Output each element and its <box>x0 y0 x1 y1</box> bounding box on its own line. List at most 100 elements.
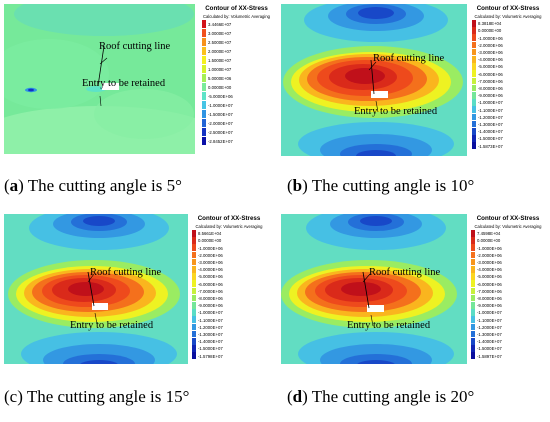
legend-level-label: -3.0000E+06 <box>198 259 223 265</box>
legend-level-label: -2.5000E+07 <box>208 130 233 135</box>
legend-swatch <box>472 77 476 85</box>
roof-label-d: Roof cutting line <box>369 267 441 278</box>
legend-level-label: 1.0000E+07 <box>208 67 232 72</box>
legend-swatch <box>202 47 206 56</box>
caption-text-c: The cutting angle is 15° <box>22 387 190 406</box>
legend-swatch <box>471 280 475 287</box>
legend-swatch <box>471 345 475 352</box>
legend-level-label: -8.0000E+06 <box>198 295 223 301</box>
legend-level-label: -1.5873E+07 <box>478 143 503 149</box>
caption-a: (a) The cutting angle is 5° <box>4 176 182 195</box>
legend-level-label: -1.0000E+07 <box>208 103 233 108</box>
legend-swatch <box>471 302 475 309</box>
legend-level-label: -1.4000E+07 <box>198 339 223 345</box>
legend-swatch <box>192 338 196 345</box>
legend-level-label: -2.0000E+07 <box>208 121 233 126</box>
contour-plot-d <box>281 214 467 364</box>
contour-plot-b <box>281 4 467 156</box>
legend-swatch <box>192 230 196 237</box>
legend-level-label: -1.0000E+07 <box>477 310 502 316</box>
legend-level-label: -2.0000E+06 <box>477 252 502 258</box>
legend-swatch <box>202 74 206 83</box>
legend-level-label: -1.1000E+07 <box>477 317 502 323</box>
legend-swatch <box>471 352 475 359</box>
legend-swatch <box>472 56 476 63</box>
legend-level-label: -7.0000E+06 <box>477 288 502 294</box>
legend-swatch <box>471 237 475 244</box>
caption-text-a: The cutting angle is 5° <box>23 176 182 195</box>
legend-swatch <box>192 266 196 273</box>
legend-swatch <box>472 34 476 41</box>
entry-label-a: Entry to be retained <box>82 78 166 89</box>
legend-level-label: -1.3000E+07 <box>477 331 502 337</box>
legend-title-c: Contour of XX-Stress <box>197 215 261 222</box>
legend-level-label: -5.0000E+06 <box>478 64 503 70</box>
legend-swatch <box>202 101 206 110</box>
caption-letter-c: c <box>9 387 18 406</box>
legend-subtitle-a: Calculated by: Volumetric Averaging <box>203 14 270 19</box>
legend-level-label: -6.0000E+06 <box>477 281 502 287</box>
legend-title-a: Contour of XX-Stress <box>205 5 268 12</box>
legend-swatch <box>472 135 476 142</box>
entry-label-c: Entry to be retained <box>70 320 154 331</box>
legend-swatch <box>472 92 476 99</box>
legend-level-label: 0.0000E+00 <box>198 238 222 244</box>
legend-level-label: -1.5000E+07 <box>208 112 233 117</box>
legend-swatch <box>192 237 196 244</box>
panel-a: Roof cutting line Entry to be retained C… <box>0 0 273 212</box>
legend-level-label: -1.3000E+07 <box>198 331 223 337</box>
legend-level-label: -1.5897E+07 <box>477 353 502 359</box>
legend-swatch <box>472 27 476 34</box>
legend-level-label: -9.0000E+06 <box>477 303 502 309</box>
legend-swatch <box>472 142 476 149</box>
legend-c: Contour of XX-Stress Calculated by: Volu… <box>190 214 268 366</box>
legend-level-label: 3.4466E+07 <box>208 22 232 27</box>
legend-level-label: -2.8452E+07 <box>208 139 233 144</box>
entry-rect-b <box>371 91 388 98</box>
legend-level-label: 8.5661E+04 <box>198 231 222 237</box>
legend-level-label: 3.0000E+07 <box>208 31 232 36</box>
legend-swatch <box>471 338 475 345</box>
legend-level-label: -1.5000E+07 <box>478 136 503 142</box>
legend-level-label: -1.2000E+07 <box>477 324 502 330</box>
legend-level-label: -1.2000E+07 <box>478 114 503 120</box>
legend-a: Contour of XX-Stress Calculated by: Volu… <box>200 4 273 154</box>
legend-swatch <box>202 38 206 47</box>
legend-swatch <box>472 128 476 135</box>
legend-level-label: -1.1000E+07 <box>478 107 503 113</box>
legend-swatch <box>472 99 476 106</box>
legend-swatch <box>472 63 476 70</box>
caption-letter-d: d <box>292 387 303 406</box>
legend-swatch <box>192 280 196 287</box>
legend-swatch <box>192 258 196 266</box>
legend-swatch <box>471 251 475 259</box>
legend-level-label: 8.3818E+04 <box>478 21 502 27</box>
roof-cutting-line-d <box>362 271 370 309</box>
legend-swatch <box>192 244 196 251</box>
caption-text-b: The cutting angle is 10° <box>307 176 475 195</box>
roof-label-b: Roof cutting line <box>373 53 445 64</box>
legend-swatch <box>192 294 196 302</box>
legend-subtitle-b: Calculated by: Volumetric Averaging <box>474 14 542 19</box>
legend-swatch <box>471 258 475 266</box>
legend-swatch <box>192 316 196 323</box>
legend-swatch <box>472 106 476 113</box>
legend-swatch <box>471 287 475 295</box>
legend-swatch <box>472 48 476 56</box>
contour-plot-a <box>4 4 195 154</box>
legend-swatch <box>202 65 206 74</box>
legend-swatch <box>471 266 475 273</box>
legend-level-label: -9.0000E+06 <box>478 93 503 99</box>
stress-field-b <box>281 4 467 156</box>
caption-b: (b) The cutting angle is 10° <box>287 176 475 195</box>
legend-swatch <box>192 352 196 359</box>
legend-level-label: -5.0000E+06 <box>477 274 502 280</box>
legend-level-label: -1.0000E+07 <box>198 310 223 316</box>
legend-subtitle-c: Calculated by: Volumetric Averaging <box>195 224 263 229</box>
legend-level-label: -1.1000E+07 <box>198 317 223 323</box>
legend-level-label: -1.2000E+07 <box>198 324 223 330</box>
entry-label-d: Entry to be retained <box>347 320 431 331</box>
legend-swatch <box>202 137 206 146</box>
legend-swatch <box>202 128 206 137</box>
legend-swatch <box>471 323 475 331</box>
